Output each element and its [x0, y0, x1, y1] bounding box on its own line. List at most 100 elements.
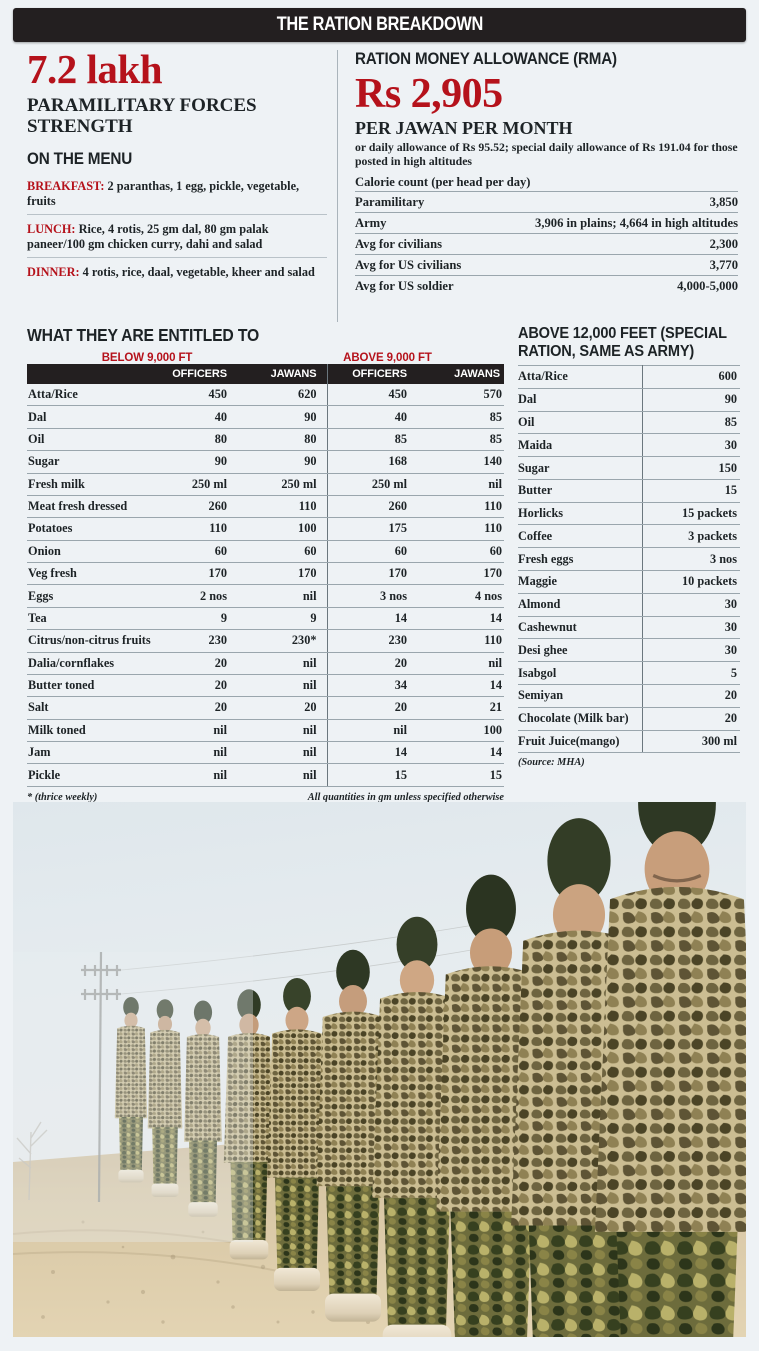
- table-row: Dalia/cornflakes 20 nil 20 nil: [27, 652, 504, 675]
- entitlement-cell-above-officers: 175: [327, 517, 417, 541]
- entitlement-cell-above-officers: 14: [327, 741, 417, 765]
- col-head-above-officers: OFFICERS: [327, 364, 417, 384]
- above-12000-cell-item: Semiyan: [518, 684, 643, 708]
- calorie-row: Avg for US civilians 3,770: [355, 254, 738, 276]
- above-12000-cell-value: 300 ml: [642, 730, 740, 754]
- calorie-count-table: Paramilitary 3,850 Army 3,906 in plains; 4,…: [355, 191, 738, 296]
- above-12000-cell-value: 150: [642, 456, 740, 480]
- source-note: (Source: MHA): [518, 757, 585, 769]
- entitlement-footnotes: * (thrice weekly) All quantities in gm u…: [27, 792, 504, 803]
- table-row: Jam nil nil 14 14: [27, 741, 504, 765]
- entitlement-cell-below-officers: 90: [147, 450, 237, 474]
- entitlement-cell-below-officers: 80: [147, 428, 237, 452]
- above-12000-cell-value: 10 packets: [642, 570, 740, 594]
- table-row: Potatoes 110 100 175 110: [27, 517, 504, 541]
- calorie-row: Paramilitary 3,850: [355, 191, 738, 213]
- group-header-below-9000: BELOW 9,000 FT: [101, 352, 193, 364]
- menu-item-breakfast: BREAKFAST: 2 paranthas, 1 egg, pickle, v…: [27, 176, 327, 214]
- above-12000-cell-value: 20: [642, 707, 740, 731]
- meal-text-lunch: Rice, 4 rotis, 25 gm dal, 80 gm palak pa…: [27, 222, 269, 251]
- table-row: Isabgol 5: [518, 661, 740, 685]
- entitlement-cell-below-officers: 60: [147, 540, 237, 564]
- entitlement-cell-item: Dal: [27, 405, 147, 429]
- group-header-above-9000: ABOVE 9,000 FT: [343, 352, 432, 364]
- col-head-above-jawans: JAWANS: [417, 364, 504, 384]
- entitlement-cell-above-officers: 250 ml: [327, 473, 417, 496]
- above-12000-cell-value: 30: [642, 433, 740, 458]
- entitlement-group-headers: BELOW 9,000 FT ABOVE 9,000 FT: [27, 352, 504, 364]
- entitlement-cell-below-officers: 20: [147, 696, 237, 720]
- table-row: Citrus/non-citrus fruits 230 230* 230 110: [27, 629, 504, 653]
- entitlement-cell-below-officers: 230: [147, 629, 237, 653]
- calorie-count-heading: Calorie count (per head per day): [355, 175, 531, 189]
- above-12000-cell-item: Sugar: [518, 456, 643, 480]
- soldiers-photo-illustration: [13, 802, 746, 1337]
- calorie-row-label: Army: [355, 212, 487, 234]
- footnote-units: All quantities in gm unless specified ot…: [307, 791, 504, 803]
- entitlement-cell-above-officers: 230: [327, 629, 417, 653]
- col-head-item: [27, 364, 147, 384]
- table-row: Desi ghee 30: [518, 638, 740, 663]
- table-row: Sugar 90 90 168 140: [27, 450, 504, 474]
- above-12000-title: ABOVE 12,000 FEET (SPECIAL RATION, SAME …: [518, 325, 727, 360]
- table-row: Chocolate (Milk bar) 20: [518, 707, 740, 731]
- entitlement-cell-above-officers: 60: [327, 540, 417, 564]
- entitlement-cell-above-jawans: 60: [417, 540, 504, 564]
- meal-label-breakfast: BREAKFAST:: [27, 179, 105, 193]
- entitlement-cell-item: Atta/Rice: [27, 384, 147, 407]
- table-row: Oil 85: [518, 411, 740, 435]
- table-row: Semiyan 20: [518, 684, 740, 708]
- entitlement-cell-item: Dalia/cornflakes: [27, 652, 147, 675]
- entitlement-cell-above-jawans: nil: [417, 473, 504, 496]
- entitlement-block: WHAT THEY ARE ENTITLED TO BELOW 9,000 FT…: [27, 325, 504, 803]
- calorie-row-value: 3,906 in plains; 4,664 in high altitudes: [486, 212, 738, 234]
- menu-item-dinner: DINNER: 4 rotis, rice, daal, vegetable, …: [27, 257, 327, 286]
- table-row: Coffee 3 packets: [518, 524, 740, 549]
- meal-text-dinner: 4 rotis, rice, daal, vegetable, kheer an…: [79, 265, 315, 279]
- entitlement-title: WHAT THEY ARE ENTITLED TO: [27, 325, 260, 345]
- entitlement-cell-item: Pickle: [27, 763, 147, 787]
- above-12000-table: Atta/Rice 600 Dal 90 Oil 85 Maida 30 Sugar 150 But…: [518, 365, 740, 754]
- entitlement-cell-below-officers: nil: [147, 741, 237, 765]
- entitlement-cell-above-officers: 15: [327, 763, 417, 787]
- table-row: Atta/Rice 600: [518, 365, 740, 389]
- calorie-row: Avg for US soldier 4,000-5,000: [355, 275, 738, 296]
- entitlement-cell-item: Oil: [27, 428, 147, 452]
- entitlement-cell-below-jawans: nil: [237, 674, 328, 698]
- entitlement-cell-below-jawans: 90: [237, 405, 328, 429]
- entitlement-cell-above-jawans: 14: [417, 674, 504, 698]
- table-row: Meat fresh dressed 260 110 260 110: [27, 495, 504, 519]
- table-row: Cashewnut 30: [518, 616, 740, 640]
- entitlement-table: OFFICERS JAWANS OFFICERS JAWANS Atta/Ric…: [27, 364, 504, 787]
- above-12000-cell-item: Chocolate (Milk bar): [518, 707, 643, 731]
- entitlement-cell-above-jawans: 85: [417, 428, 504, 452]
- rma-block: RATION MONEY ALLOWANCE (RMA) Rs 2,905 PE…: [355, 50, 738, 296]
- entitlement-cell-below-jawans: 20: [237, 696, 328, 720]
- meal-text-breakfast: 2 paranthas, 1 egg, pickle, vegetable, f…: [27, 179, 300, 208]
- entitlement-cell-below-jawans: nil: [237, 719, 328, 743]
- rma-amount: Rs 2,905: [355, 71, 503, 117]
- entitlement-cell-above-officers: 3 nos: [327, 584, 417, 608]
- entitlement-cell-item: Fresh milk: [27, 473, 147, 496]
- entitlement-cell-item: Meat fresh dressed: [27, 495, 147, 519]
- entitlement-cell-above-jawans: 15: [417, 763, 504, 787]
- entitlement-cell-item: Potatoes: [27, 517, 147, 541]
- above-12000-cell-item: Isabgol: [518, 661, 643, 685]
- entitlement-cell-below-jawans: 230*: [237, 629, 328, 653]
- table-row: Fruit Juice(mango) 300 ml: [518, 730, 740, 754]
- table-row: Maggie 10 packets: [518, 570, 740, 594]
- entitlement-cell-below-officers: 20: [147, 674, 237, 698]
- entitlement-cell-above-officers: 85: [327, 428, 417, 452]
- col-head-below-officers: OFFICERS: [147, 364, 237, 384]
- entitlement-cell-above-officers: 34: [327, 674, 417, 698]
- entitlement-cell-below-jawans: nil: [237, 652, 328, 675]
- calorie-row-value: 3,770: [486, 254, 738, 276]
- above-12000-cell-item: Fruit Juice(mango): [518, 730, 643, 754]
- entitlement-cell-above-officers: 450: [327, 384, 417, 407]
- entitlement-cell-below-officers: 40: [147, 405, 237, 429]
- table-row: Milk toned nil nil nil 100: [27, 719, 504, 743]
- above-12000-cell-item: Horlicks: [518, 502, 643, 526]
- entitlement-cell-above-jawans: 570: [417, 384, 504, 407]
- above-12000-cell-item: Fresh eggs: [518, 547, 643, 572]
